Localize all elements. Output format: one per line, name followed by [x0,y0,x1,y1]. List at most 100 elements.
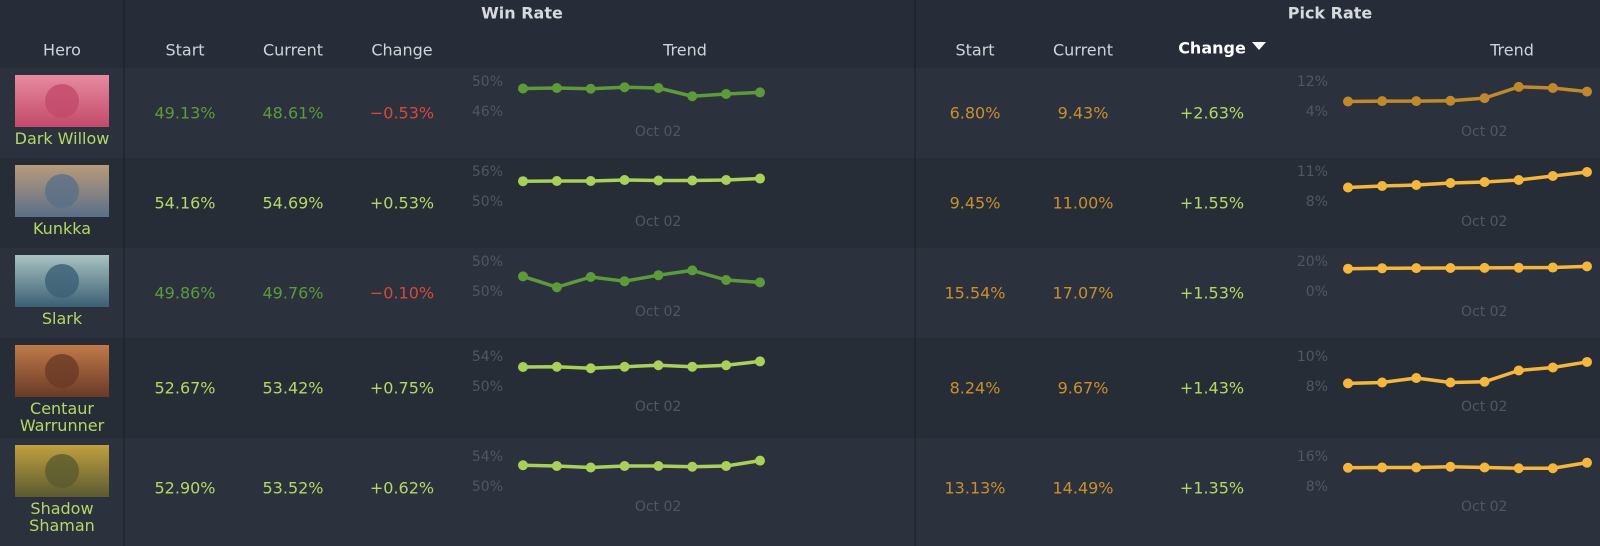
trend-point [1377,377,1388,388]
trend-point [551,361,562,372]
y-tick-label: 50% [472,284,503,300]
x-axis-label: Oct 02 [1461,304,1507,320]
win-change: −0.10% [369,283,435,303]
column-header[interactable]: Trend [1490,40,1534,60]
trend-point [1582,457,1592,468]
column-header[interactable]: Trend [663,40,707,60]
pick-current: 14.49% [1052,478,1114,498]
x-axis-label: Oct 02 [635,124,681,140]
trend-line [1347,360,1588,386]
trend-point [1513,262,1524,273]
x-axis-label: Oct 02 [1461,399,1507,415]
row-bg [0,438,1600,546]
trend-point [1479,262,1490,273]
trend-point [1343,96,1353,107]
column-header[interactable]: Start [955,40,995,60]
trend-point [551,83,562,93]
pick-current: 11.00% [1052,193,1114,213]
trend-point [1343,462,1353,473]
row-bg [0,248,1600,338]
column-header[interactable]: Current [1052,40,1114,60]
trend-line [1347,170,1588,190]
column-header[interactable]: Change [1178,38,1246,58]
trend-point [1547,463,1558,474]
trend-point [687,175,698,186]
trend-point [1547,362,1558,373]
hero-name: Centaur Warrunner [19,399,105,435]
column-header[interactable]: Current [262,40,324,60]
trend-point [1513,463,1524,474]
trend-point [619,361,630,372]
win-start: 52.90% [154,478,216,498]
trend-line [1347,460,1588,470]
y-tick-label: 46% [472,104,503,120]
x-axis-label: Oct 02 [1461,499,1507,515]
trend-point [551,176,562,186]
pick-start: 8.24% [949,378,1001,398]
trend-point [1582,356,1592,367]
pick-change: +1.53% [1179,283,1245,303]
y-tick-label: 50% [472,254,503,270]
win-current: 54.69% [262,193,324,213]
trend-point [1547,171,1558,181]
trend-line [522,176,761,183]
trend-point [1343,182,1353,193]
pick-change: +2.63% [1179,103,1245,123]
trend-point [1582,167,1592,177]
trend-point [585,83,596,94]
trend-line [1347,264,1588,271]
column-header[interactable]: Start [165,40,205,60]
trend-point [755,455,765,466]
hero-name: Shadow Shaman [29,499,95,535]
trend-point [619,82,630,93]
trend-point [687,461,698,472]
win-start: 52.67% [154,378,216,398]
column-header[interactable]: Hero [43,40,81,60]
row-bg [0,68,1600,158]
trend-point [721,461,732,471]
y-tick-label: 10% [1297,349,1328,365]
win-start: 54.16% [154,193,216,213]
trend-point [687,91,698,102]
trend-point [721,89,732,99]
trend-point [551,282,562,293]
column-header[interactable]: Change [371,40,433,60]
pick-start: 15.54% [944,283,1006,303]
trend-point [687,361,698,372]
pick-start: 13.13% [944,478,1006,498]
trend-point [755,173,765,184]
trend-point [518,460,528,471]
trend-point [1513,175,1524,185]
trend-point [653,83,664,93]
x-axis-label: Oct 02 [635,214,681,230]
trend-point [619,175,630,185]
trend-point [1547,262,1558,273]
trend-point [1547,83,1558,93]
win-change: −0.53% [369,103,435,123]
trend-point [755,356,765,367]
y-tick-label: 20% [1297,254,1328,270]
trend-point [1411,373,1422,383]
win-start: 49.86% [154,283,216,303]
hero-name: Dark Willow [14,129,110,148]
trend-point [721,275,732,285]
trend-point [619,276,630,287]
trend-point [653,360,664,371]
trend-point [518,271,528,282]
pick-current: 9.43% [1057,103,1109,123]
trend-point [653,270,664,281]
y-tick-label: 16% [1297,449,1328,465]
hero-portrait-face [45,454,79,488]
trend-point [619,461,630,471]
x-axis-label: Oct 02 [635,304,681,320]
y-tick-label: 50% [472,479,503,495]
win-change: +0.75% [369,378,435,398]
hero-name: Slark [41,309,83,328]
trend-point [1582,86,1592,97]
x-axis-label: Oct 02 [1461,124,1507,140]
trend-point [1411,96,1422,107]
y-tick-label: 50% [472,379,503,395]
y-tick-label: 54% [472,449,503,465]
win-current: 53.52% [262,478,324,498]
